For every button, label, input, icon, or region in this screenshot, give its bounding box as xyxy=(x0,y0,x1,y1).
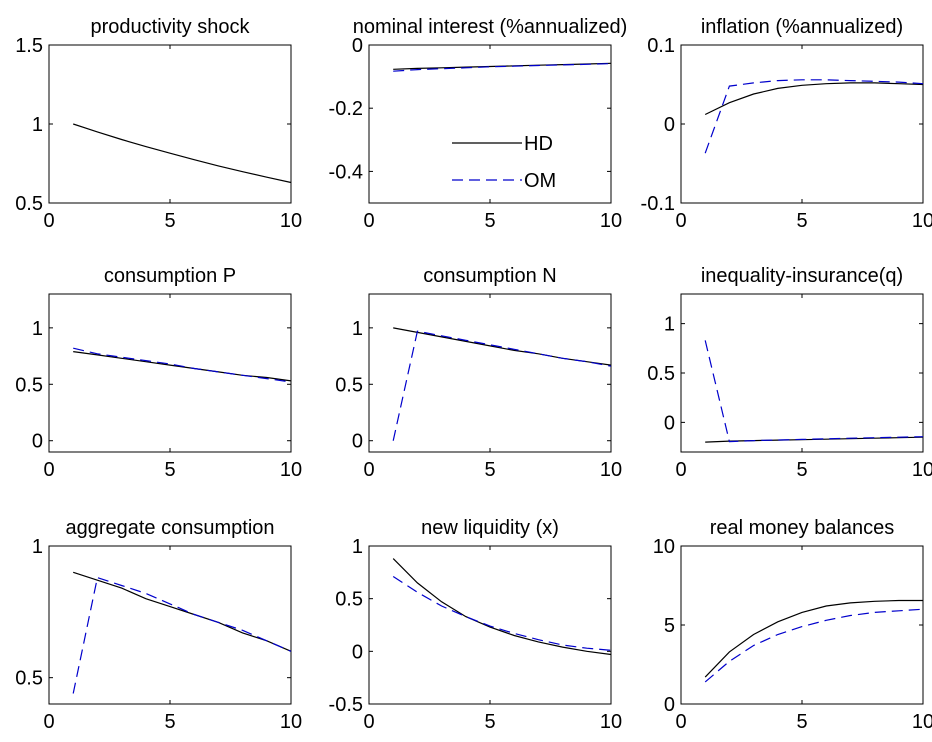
x-tick-label: 5 xyxy=(164,459,175,481)
y-tick-label: 0 xyxy=(664,694,675,716)
axes-box xyxy=(48,44,292,204)
x-tick-label: 0 xyxy=(675,459,686,481)
axes-box xyxy=(680,44,924,204)
y-tick-label: 0.5 xyxy=(647,363,675,385)
axes-box xyxy=(368,293,612,453)
panel-4: consumption P 0 5 10 0 0.5 1 xyxy=(15,265,302,481)
panel-5: consumption N 0 5 10 0 0.5 1 xyxy=(335,265,622,481)
y-tick-label: 10 xyxy=(653,536,675,558)
y-tick-label: 0 xyxy=(664,114,675,136)
axes-box xyxy=(680,293,924,453)
x-tick-label: 0 xyxy=(363,210,374,232)
legend: HD OM xyxy=(452,133,556,192)
panel-title: inequality-insurance(q) xyxy=(701,265,903,287)
x-tick-label: 5 xyxy=(796,711,807,733)
series-line-hd xyxy=(704,82,924,116)
panel-9: real money balances 0 5 10 0 5 10 xyxy=(653,517,932,733)
legend-label-om: OM xyxy=(524,170,556,192)
x-tick-label: 10 xyxy=(912,210,932,232)
x-tick-label: 10 xyxy=(280,459,302,481)
x-tick-label: 0 xyxy=(363,711,374,733)
x-tick-label: 0 xyxy=(675,711,686,733)
x-tick-label: 0 xyxy=(363,459,374,481)
y-tick-label: -0.2 xyxy=(329,98,363,120)
panel-title: inflation (%annualized) xyxy=(701,16,903,38)
y-tick-label: 0.5 xyxy=(15,668,43,690)
x-tick-label: 0 xyxy=(43,459,54,481)
y-tick-label: 1.5 xyxy=(15,35,43,57)
x-tick-label: 5 xyxy=(796,210,807,232)
axes-box xyxy=(368,545,612,705)
panel-title: real money balances xyxy=(710,517,895,539)
panel-2: nominal interest (%annualized)0 5 10-0.4-0… xyxy=(329,16,628,232)
y-tick-label: -0.1 xyxy=(641,193,675,215)
x-tick-label: 10 xyxy=(600,711,622,733)
y-tick-label: 1 xyxy=(352,318,363,340)
axes-box xyxy=(48,545,292,705)
x-tick-label: 10 xyxy=(600,210,622,232)
series-line-hd xyxy=(704,599,923,678)
x-tick-label: 10 xyxy=(912,459,932,481)
series-line-om xyxy=(392,330,612,441)
x-tick-label: 0 xyxy=(43,711,54,733)
series-line-om xyxy=(72,576,292,694)
panel-title: consumption P xyxy=(104,265,236,287)
y-tick-label: 0 xyxy=(352,641,363,663)
axes-box xyxy=(48,293,292,453)
legend-label-hd: HD xyxy=(524,133,553,155)
panel-title: productivity shock xyxy=(91,16,251,38)
y-tick-label: 0 xyxy=(32,431,43,453)
y-tick-label: 0.5 xyxy=(15,193,43,215)
panel-1: productivity shock 0 5 10 0.5 1 1.5 xyxy=(15,16,302,232)
y-tick-label: 0 xyxy=(352,431,363,453)
series-line-om xyxy=(393,63,612,72)
panel-title: nominal interest (%annualized) xyxy=(353,16,628,38)
series-line-om xyxy=(704,79,924,154)
x-tick-label: 5 xyxy=(164,210,175,232)
x-tick-label: 5 xyxy=(796,459,807,481)
axes-box xyxy=(680,545,924,705)
series-line-hd xyxy=(73,123,292,184)
y-tick-label: 1 xyxy=(352,536,363,558)
panel-8: new liquidity (x)0 5 10-0.500.51 xyxy=(329,517,623,733)
series-line-om xyxy=(704,340,924,443)
x-tick-label: 5 xyxy=(484,711,495,733)
axes-box xyxy=(368,44,612,204)
y-tick-label: 0.5 xyxy=(335,589,363,611)
panel-title: new liquidity (x) xyxy=(421,517,559,539)
x-tick-label: 0 xyxy=(43,210,54,232)
y-tick-label: 1 xyxy=(32,318,43,340)
x-tick-label: 5 xyxy=(484,210,495,232)
y-tick-label: 0.1 xyxy=(647,35,675,57)
y-tick-label: 1 xyxy=(32,536,43,558)
panel-6: inequality-insurance(q) 0 5 10 0 0.5 1 xyxy=(647,265,932,481)
panel-7: aggregate consumption 0 5 10 0.5 1 xyxy=(15,517,302,733)
y-tick-label: 1 xyxy=(664,314,675,336)
series-line-hd xyxy=(392,558,612,656)
panel-title: aggregate consumption xyxy=(65,517,274,539)
x-tick-label: 5 xyxy=(484,459,495,481)
y-tick-label: 0.5 xyxy=(335,374,363,396)
series-line-om xyxy=(392,575,612,651)
series-line-om xyxy=(704,608,924,683)
x-tick-label: 0 xyxy=(675,210,686,232)
y-tick-label: 0 xyxy=(352,35,363,57)
x-tick-label: 10 xyxy=(280,711,302,733)
series-line-hd xyxy=(73,571,292,652)
y-tick-label: 5 xyxy=(664,615,675,637)
x-tick-label: 10 xyxy=(912,711,932,733)
y-tick-label: 0 xyxy=(664,412,675,434)
x-tick-label: 10 xyxy=(280,210,302,232)
panel-title: consumption N xyxy=(423,265,556,287)
y-tick-label: 1 xyxy=(32,114,43,136)
x-tick-label: 10 xyxy=(600,459,622,481)
panel-3: inflation (%annualized)0 5 10-0.100.1 xyxy=(641,16,932,232)
y-tick-label: 0.5 xyxy=(15,374,43,396)
x-tick-label: 5 xyxy=(164,711,175,733)
series-line-om xyxy=(73,347,292,383)
y-tick-label: -0.5 xyxy=(329,694,363,716)
y-tick-label: -0.4 xyxy=(329,161,363,183)
